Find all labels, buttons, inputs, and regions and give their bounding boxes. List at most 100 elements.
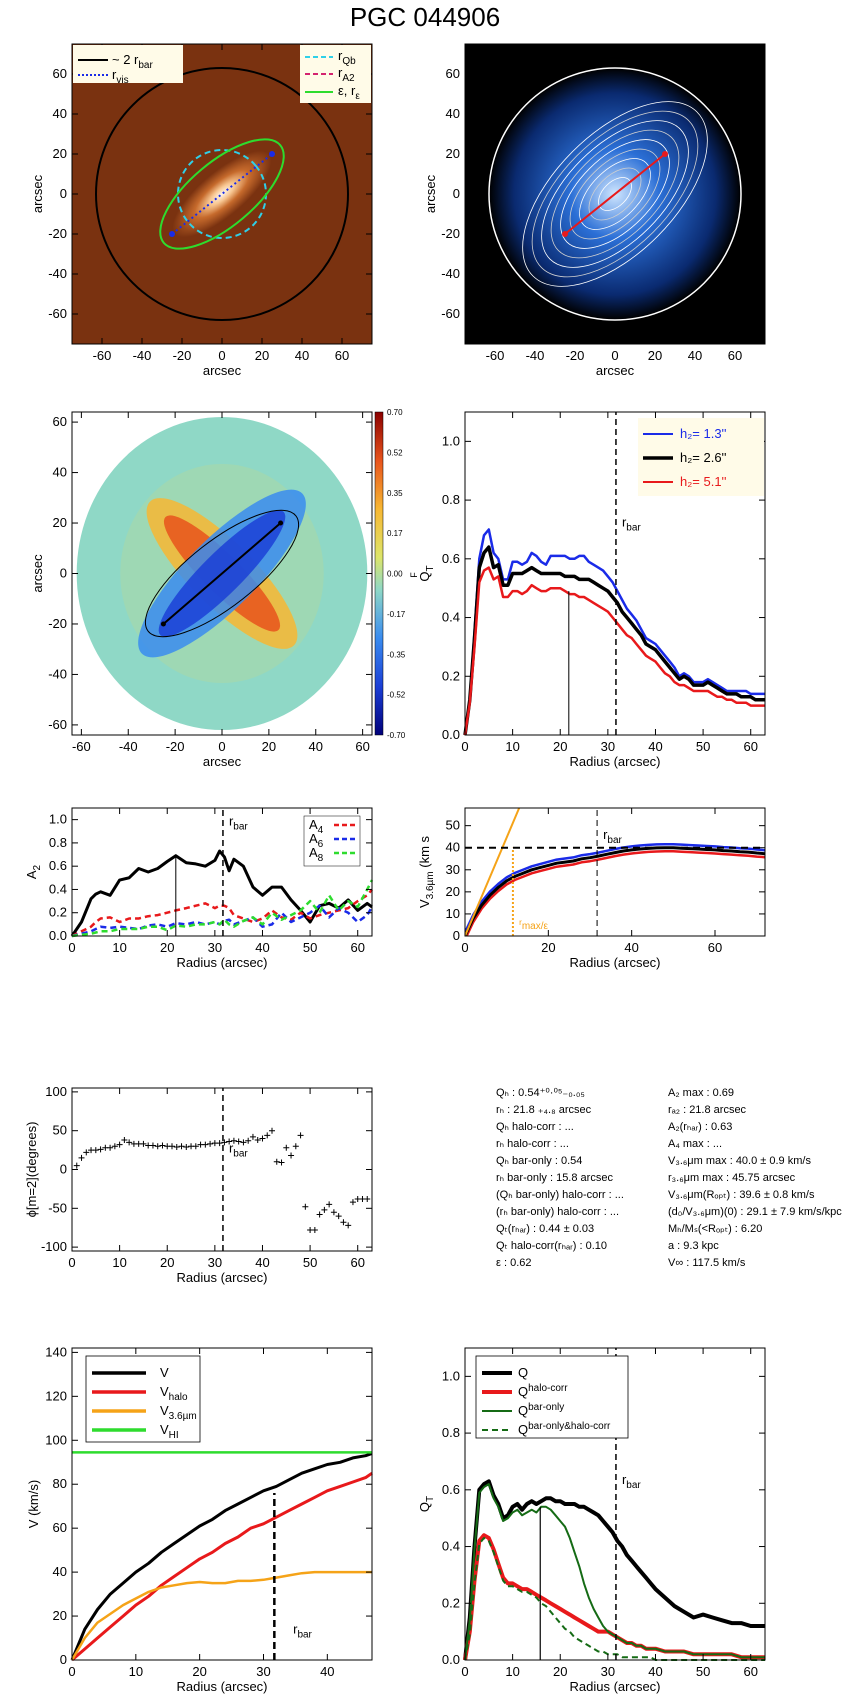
x-tick-label: 60 — [743, 739, 757, 754]
x-tick-label: 40 — [648, 1664, 662, 1679]
stats-row: (d₀/V₃.₆μm)(0) : 29.1 ± 7.9 km/s/kpc — [668, 1206, 842, 1218]
x-tick-label: 40 — [648, 739, 662, 754]
plot-frame — [464, 807, 766, 937]
legend-label: A6 — [309, 831, 324, 850]
phase-point — [207, 1140, 214, 1147]
stats-row: a : 9.3 kpc — [668, 1240, 719, 1252]
phase-point — [192, 1143, 199, 1150]
y-tick-label: 0.6 — [442, 551, 460, 566]
contour-line — [598, 177, 632, 211]
y-tick-label: 20 — [446, 884, 460, 899]
bar-line — [162, 522, 282, 625]
contour-line — [588, 167, 642, 221]
y-tick-label: 0.0 — [49, 928, 67, 943]
x-tick-label: 0 — [218, 739, 225, 754]
phase-point — [221, 1139, 228, 1146]
y-tick-label: 0.2 — [442, 668, 460, 683]
inner-slope-line — [465, 808, 521, 936]
y-tick-label: 40 — [53, 106, 67, 121]
bar-end-marker — [160, 621, 166, 627]
phase-point — [340, 1219, 347, 1226]
galaxy-glow — [172, 150, 272, 238]
x-tick-label: 20 — [541, 940, 555, 955]
phase-point — [335, 1213, 342, 1220]
legend-label: rQb — [338, 48, 356, 67]
rotation-series-line — [71, 1471, 373, 1662]
x-axis-label: arcsec — [203, 754, 242, 769]
x-axis-label: Radius (arcsec) — [569, 955, 660, 970]
contour-line — [522, 101, 708, 287]
stats-row: (rₕ bar-only) halo-corr : ... — [496, 1206, 620, 1218]
phase-point — [216, 1140, 223, 1147]
x-tick-label: -20 — [173, 348, 192, 363]
phase-point — [154, 1143, 161, 1150]
legend-label: ~ 2 rbar — [112, 52, 153, 71]
phase-point — [159, 1142, 166, 1149]
y-tick-label: -20 — [441, 226, 460, 241]
stats-right-column: A₂ max : 0.69 rₐ₂ : 21.8 arcsec A₂(rₕₐᵣ) :… — [668, 1085, 842, 1272]
y-tick-label: 0.8 — [49, 835, 67, 850]
plot-frame — [71, 807, 373, 937]
contour-line — [560, 139, 670, 249]
panel-v36-curve: rbar rmax/ε 0 20 40 60 0 10 20 30 40 50 Radius (arcs… — [417, 807, 766, 970]
legend-label: V — [160, 1365, 169, 1380]
panel-contour-image: -60 -40 -20 0 20 40 60 -60 -40 -20 0 20 40 60 arcsec ar… — [423, 43, 766, 378]
y-tick-label: 60 — [53, 66, 67, 81]
phase-point — [121, 1137, 128, 1143]
phase-point — [269, 1127, 275, 1134]
rotation-series-line — [70, 1452, 373, 1661]
bar-end-marker — [662, 151, 668, 157]
legend-box — [303, 815, 361, 867]
legend-label: ε, rε — [338, 83, 360, 102]
rotation-series-line — [70, 1570, 372, 1661]
x-tick-label: 0 — [68, 940, 75, 955]
bar-end-marker — [562, 231, 568, 237]
y-tick-label: 40 — [53, 1564, 67, 1579]
x-tick-label: 10 — [129, 1664, 143, 1679]
phase-point — [83, 1149, 90, 1156]
y-tick-label: 60 — [53, 414, 67, 429]
phase-point — [226, 1138, 233, 1145]
y-tick-label: 0 — [60, 1652, 67, 1667]
y-tick-label: 0 — [453, 186, 460, 201]
phase-point — [326, 1201, 333, 1208]
colorbar-tick-label: 0.52 — [387, 448, 403, 457]
x-tick-label: 40 — [255, 940, 269, 955]
x-tick-label: 40 — [255, 1255, 269, 1270]
legend-label: Qbar-only&halo-corr — [518, 1421, 611, 1437]
stats-row: Mₕ/Mₛ(<Rₒₚₜ) : 6.20 — [668, 1223, 763, 1235]
y-axis-label: A2 — [24, 864, 43, 879]
x-axis-label: Radius (arcsec) — [176, 1679, 267, 1694]
bar-end-marker — [278, 520, 284, 526]
colorbar-tick-label: -0.52 — [387, 691, 406, 700]
y-tick-label: 1.0 — [442, 433, 460, 448]
stats-row: Qₜ(rₕₐᵣ) : 0.44 ± 0.03 — [496, 1223, 595, 1235]
bar-ellipse — [144, 509, 300, 638]
x-tick-label: -40 — [526, 348, 545, 363]
phase-point — [97, 1146, 104, 1153]
qt-decomp-line — [464, 1537, 765, 1661]
phase-point — [316, 1211, 323, 1218]
x-tick-label: -60 — [72, 739, 91, 754]
y-tick-label: -40 — [48, 666, 67, 681]
legend-label: Qbar-only — [518, 1402, 564, 1418]
y-tick-label: 0.0 — [442, 1652, 460, 1667]
y-tick-label: 80 — [53, 1476, 67, 1491]
stats-block: Qₕ : 0.54⁺⁰·⁰⁵₋₀.₀₅ rₕ : 21.8 ₊₄.₈ arcsec… — [496, 1085, 842, 1275]
legend-label: h₂= 5.1'' — [680, 474, 727, 489]
colorbar-tick-label: 0.00 — [387, 570, 403, 579]
qt-decomp-line — [464, 1483, 765, 1661]
stats-row: (Qₕ bar-only) halo-corr : ... — [496, 1189, 624, 1201]
phase-point — [302, 1203, 309, 1210]
x-tick-label: 40 — [624, 940, 638, 955]
x-axis-label: Radius (arcsec) — [176, 1270, 267, 1285]
phase-point — [245, 1137, 252, 1144]
stats-row: Qₕ bar-only : 0.54 — [496, 1155, 583, 1167]
legend-box — [475, 1355, 629, 1439]
y-tick-label: 0.8 — [442, 492, 460, 507]
y-tick-label: -100 — [41, 1239, 67, 1254]
y-tick-label: 50 — [446, 818, 460, 833]
phase-point — [140, 1140, 147, 1147]
phase-point — [116, 1141, 123, 1148]
x-tick-label: 60 — [708, 940, 722, 955]
